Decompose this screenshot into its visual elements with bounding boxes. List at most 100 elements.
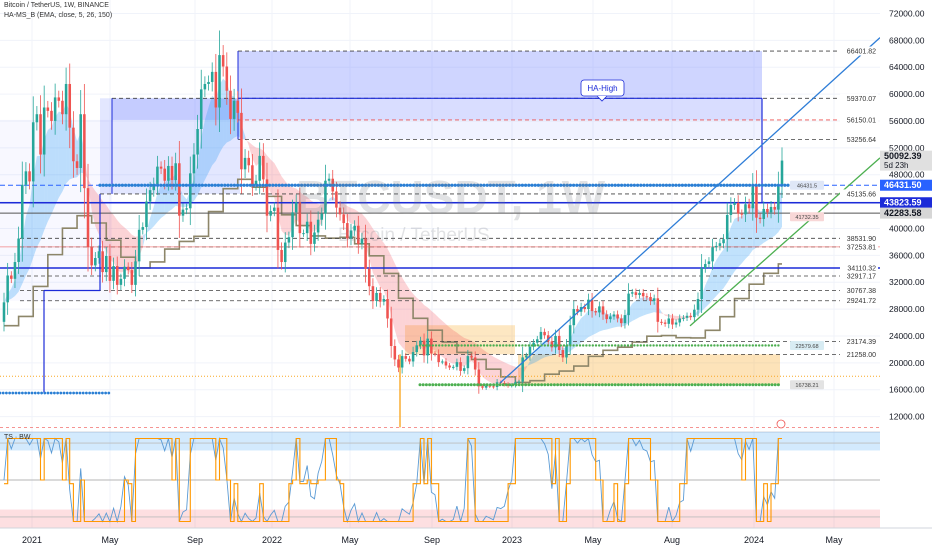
level-dot xyxy=(620,383,624,387)
candle xyxy=(601,306,605,315)
ribbon-segment xyxy=(661,311,666,316)
ribbon-segment xyxy=(573,323,578,349)
level-dot xyxy=(24,391,27,395)
level-dot xyxy=(508,344,511,347)
level-dot xyxy=(556,383,560,387)
level-label-bg xyxy=(840,242,878,252)
level-dot xyxy=(488,383,492,387)
level-dot xyxy=(620,344,623,347)
level-dot xyxy=(136,183,140,187)
level-dot xyxy=(271,183,275,187)
level-dot xyxy=(645,183,649,187)
level-dot xyxy=(469,383,473,387)
level-dot xyxy=(575,383,579,387)
candle xyxy=(422,340,426,356)
level-dot xyxy=(495,344,498,347)
level-dot xyxy=(463,383,467,387)
level-dot xyxy=(636,183,640,187)
level-dot xyxy=(33,391,37,395)
ribbon-segment xyxy=(493,356,498,384)
level-dot xyxy=(582,344,585,347)
level-dot xyxy=(556,344,559,347)
price-axis[interactable]: 72000.00 68000.00 64000.00 60000.00 56000.00… xyxy=(840,0,932,550)
candle xyxy=(700,268,703,299)
level-dot xyxy=(143,183,147,187)
level-dot xyxy=(693,183,697,187)
level-dot xyxy=(508,383,512,387)
level-dot xyxy=(754,344,758,347)
oscillator-label[interactable]: TS · BW xyxy=(4,434,31,441)
left-range-box xyxy=(100,98,240,194)
level-dot xyxy=(309,183,313,187)
level-dot xyxy=(62,391,66,395)
level-dot xyxy=(264,183,268,187)
level-dot xyxy=(184,183,188,187)
ribbon-segment xyxy=(413,293,417,354)
ribbon-segment xyxy=(734,217,739,272)
ribbon-segment xyxy=(529,354,534,365)
ribbon-segment xyxy=(204,107,209,180)
annotation-ha-high[interactable]: HA-High xyxy=(580,79,786,429)
ribbon-segment xyxy=(767,209,772,241)
level-dot xyxy=(716,344,719,347)
candle xyxy=(97,251,101,258)
level-dot xyxy=(758,344,761,347)
ribbon-segment xyxy=(435,314,439,355)
level-dot xyxy=(549,183,553,187)
level-dot xyxy=(578,344,582,347)
level-dot xyxy=(472,383,476,387)
level-dot xyxy=(770,383,774,387)
candle xyxy=(236,100,240,113)
candle xyxy=(393,346,397,360)
level-dot xyxy=(511,344,514,347)
level-dot xyxy=(607,183,611,187)
level-dot xyxy=(543,383,547,387)
ribbon-segment xyxy=(486,351,490,382)
candle xyxy=(415,345,419,353)
candle xyxy=(386,298,389,319)
candle xyxy=(517,381,521,383)
candle xyxy=(2,302,6,322)
ribbon-segment xyxy=(285,181,289,236)
level-dot xyxy=(777,344,780,347)
candle xyxy=(104,255,108,273)
level-dot xyxy=(626,344,630,347)
candle xyxy=(294,202,298,213)
level-label: 37253.81 xyxy=(847,244,876,251)
ribbon-segment xyxy=(365,217,370,259)
time-tick-label: Sep xyxy=(187,535,203,545)
candle xyxy=(762,208,766,220)
candle xyxy=(254,180,258,185)
level-dot xyxy=(469,183,473,187)
level-dot xyxy=(722,344,726,347)
price-tick-label: 52000.00 xyxy=(889,143,925,153)
level-dot xyxy=(396,183,400,187)
level-dot xyxy=(677,383,681,387)
candle xyxy=(758,217,762,220)
level-dot xyxy=(146,183,150,187)
price-tick-label: 48000.00 xyxy=(889,170,925,180)
candle xyxy=(572,309,576,326)
level-dot xyxy=(418,383,422,387)
ribbon-segment xyxy=(716,254,720,296)
level-dot xyxy=(21,391,24,395)
ribbon-segment xyxy=(248,141,253,159)
level-dot xyxy=(37,391,40,395)
indicator-label[interactable]: HA-MS_B (EMA, close, 5, 26, 150) xyxy=(4,12,113,19)
level-dot xyxy=(732,383,736,387)
upper-range-box xyxy=(112,98,762,120)
level-dot xyxy=(610,183,614,187)
level-dot xyxy=(505,344,508,347)
level-dot xyxy=(748,344,751,347)
ribbon-segment xyxy=(635,298,640,320)
level-dot xyxy=(764,183,768,187)
candle xyxy=(777,184,780,210)
level-dot xyxy=(178,183,182,187)
candle xyxy=(174,163,177,181)
level-dot xyxy=(220,183,224,187)
time-axis[interactable]: 2021 May Sep 2022 May Sep 2023 May Aug 2024 May xyxy=(0,527,932,550)
level-dot xyxy=(341,183,345,187)
level-label-bg xyxy=(840,93,878,103)
level-dot xyxy=(700,183,704,187)
